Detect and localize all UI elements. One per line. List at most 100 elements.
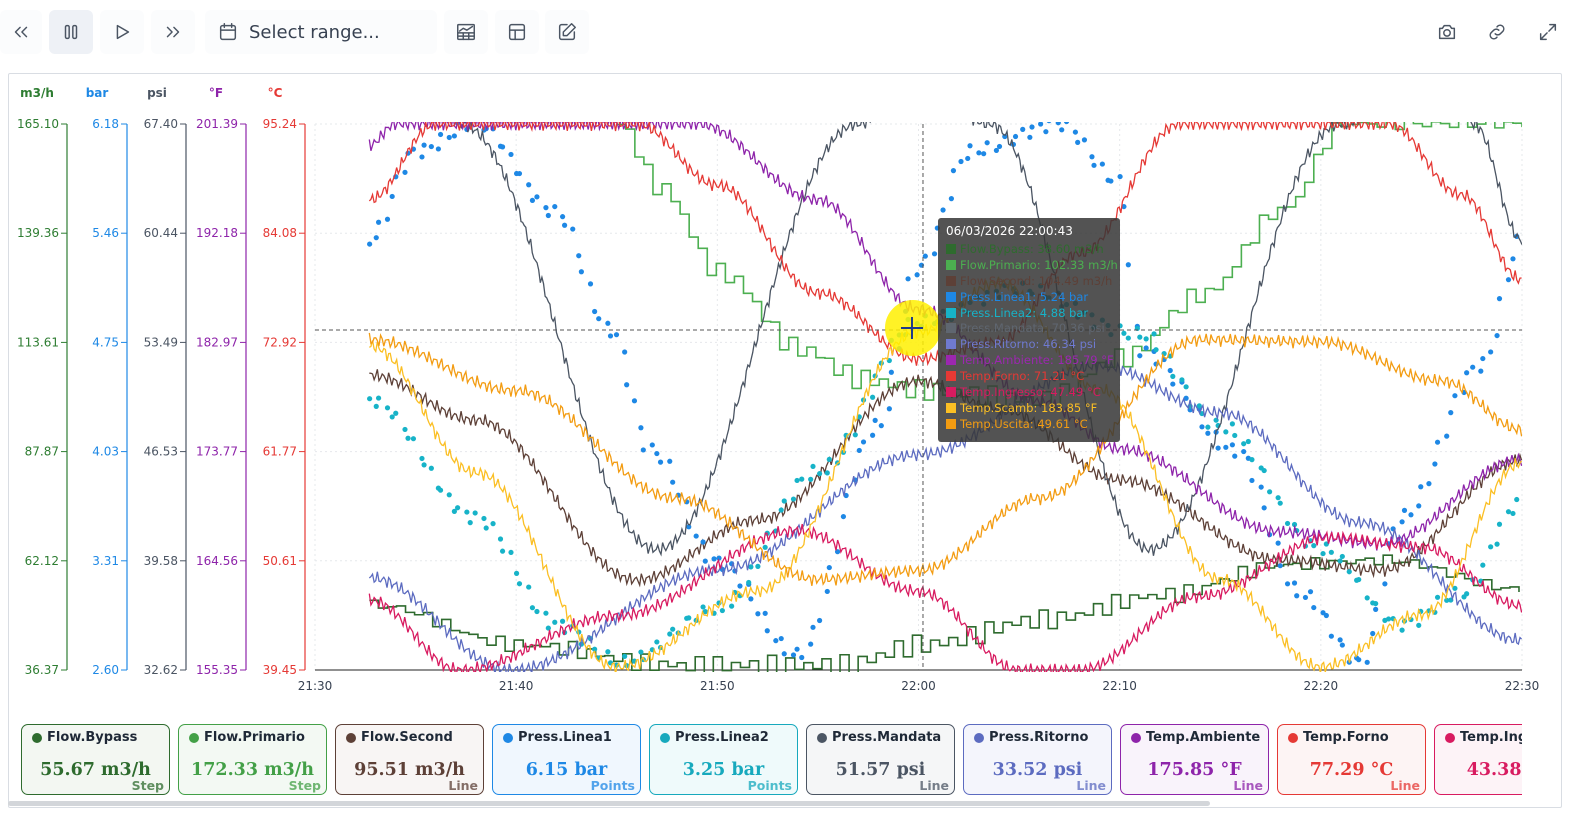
series-card[interactable]: Flow.Second 95.51 m3/h Line	[335, 724, 484, 795]
link-button[interactable]	[1475, 10, 1519, 54]
series-swatch	[946, 402, 956, 413]
data-point	[826, 456, 832, 463]
series-card-name: Flow.Bypass	[47, 730, 138, 745]
data-point	[790, 496, 797, 502]
data-point	[1364, 659, 1370, 665]
y-tick-label: 3.31	[92, 554, 119, 568]
data-point	[1125, 335, 1131, 341]
data-point	[1241, 441, 1247, 447]
series-card[interactable]: Press.Linea2 3.25 bar Points	[649, 724, 798, 795]
data-point	[1099, 161, 1105, 167]
data-point	[654, 639, 660, 645]
data-point	[437, 131, 444, 138]
edit-button[interactable]	[545, 10, 589, 54]
data-point	[996, 143, 1003, 150]
expand-button[interactable]	[1526, 10, 1570, 54]
data-point	[748, 564, 754, 570]
y-tick-label: 61.77	[263, 445, 297, 459]
data-point	[1339, 642, 1345, 648]
series-card-value: 55.67 m3/h	[40, 760, 151, 780]
chart-panel	[8, 73, 1562, 808]
data-point	[958, 158, 964, 165]
series-swatch	[946, 339, 956, 350]
data-point	[1505, 277, 1512, 283]
series-card[interactable]: Flow.Primario 172.33 m3/h Step	[178, 724, 327, 795]
data-point	[1089, 154, 1095, 160]
data-point	[1399, 519, 1405, 525]
data-point	[375, 395, 382, 401]
play-button[interactable]	[100, 10, 144, 54]
data-point	[817, 471, 823, 477]
data-point	[534, 194, 540, 200]
screenshot-button[interactable]	[1425, 10, 1469, 54]
data-point	[389, 414, 395, 420]
data-point	[402, 426, 408, 433]
data-point	[1046, 122, 1052, 124]
data-point	[649, 442, 655, 448]
y-tick-label: 164.56	[196, 554, 238, 568]
edit-icon	[558, 23, 576, 41]
pause-button[interactable]	[49, 10, 93, 54]
data-point	[428, 465, 434, 471]
pause-icon	[64, 24, 78, 40]
data-point	[914, 272, 920, 278]
data-point	[799, 654, 805, 661]
data-point	[746, 579, 752, 586]
series-swatch	[946, 323, 956, 334]
data-point	[446, 134, 452, 141]
data-point	[638, 649, 644, 655]
data-point	[455, 505, 461, 511]
horizontal-scrollbar[interactable]	[8, 801, 1210, 806]
data-point	[1258, 484, 1264, 490]
data-point	[1196, 403, 1202, 409]
data-point	[1275, 540, 1281, 546]
data-point	[1510, 510, 1516, 517]
rewind-button[interactable]	[0, 10, 42, 54]
table-icon	[508, 23, 526, 41]
select-range-button[interactable]: Select range...	[205, 10, 437, 54]
chart-table-icon	[457, 23, 475, 41]
data-point	[702, 609, 708, 615]
series-card[interactable]: Press.Mandata 51.57 psi Line	[806, 724, 955, 795]
data-point	[1408, 616, 1414, 623]
series-card[interactable]: Temp.Forno 77.29 °C Line	[1277, 724, 1426, 795]
forward-button[interactable]	[151, 10, 195, 54]
data-point	[1373, 606, 1379, 612]
data-point	[1480, 355, 1486, 362]
data-point	[1261, 505, 1267, 511]
data-point	[428, 143, 434, 150]
series-card-name: Temp.Forno	[1303, 730, 1389, 745]
time-series-chart[interactable]: 21:30 21:40 21:50 22:00 22:10 22:20 22:30 m3/h 1…	[0, 0, 1576, 720]
data-point	[393, 410, 399, 416]
tooltip-row-text: Press.Mandata: 70.36 psi	[960, 321, 1105, 336]
table-button[interactable]	[495, 10, 539, 54]
data-point	[716, 555, 722, 561]
series-card[interactable]: Press.Ritorno 33.52 psi Line	[963, 724, 1112, 795]
data-point	[1356, 657, 1362, 663]
data-point	[622, 653, 628, 659]
series-card-type: Line	[448, 778, 478, 793]
data-point	[1401, 507, 1408, 513]
series-card-type: Line	[919, 778, 949, 793]
double-chevron-right-icon	[166, 26, 180, 38]
series-card[interactable]: Press.Linea1 6.15 bar Points	[492, 724, 641, 795]
data-point	[1294, 593, 1300, 599]
series-card[interactable]: Flow.Bypass 55.67 m3/h Step	[21, 724, 170, 795]
chart-table-button[interactable]	[444, 10, 488, 54]
series-card[interactable]: Temp.Ambiente 175.85 °F Line	[1120, 724, 1269, 795]
data-point	[534, 608, 540, 615]
y-tick-label: 6.18	[92, 117, 119, 131]
data-point	[1043, 129, 1049, 135]
data-point	[1444, 433, 1450, 439]
data-point	[1143, 336, 1149, 342]
y-tick-label: 165.10	[17, 117, 59, 131]
data-point	[499, 548, 506, 554]
tooltip-row: Press.Linea2: 4.88 bar	[946, 305, 1112, 321]
data-point	[702, 558, 708, 564]
data-point	[389, 193, 395, 200]
data-point	[976, 150, 982, 156]
data-point	[1170, 373, 1176, 379]
y-axis-unit-3: °F	[209, 86, 223, 100]
tooltip-row: Temp.Ingresso: 47.49 °C	[946, 384, 1112, 400]
